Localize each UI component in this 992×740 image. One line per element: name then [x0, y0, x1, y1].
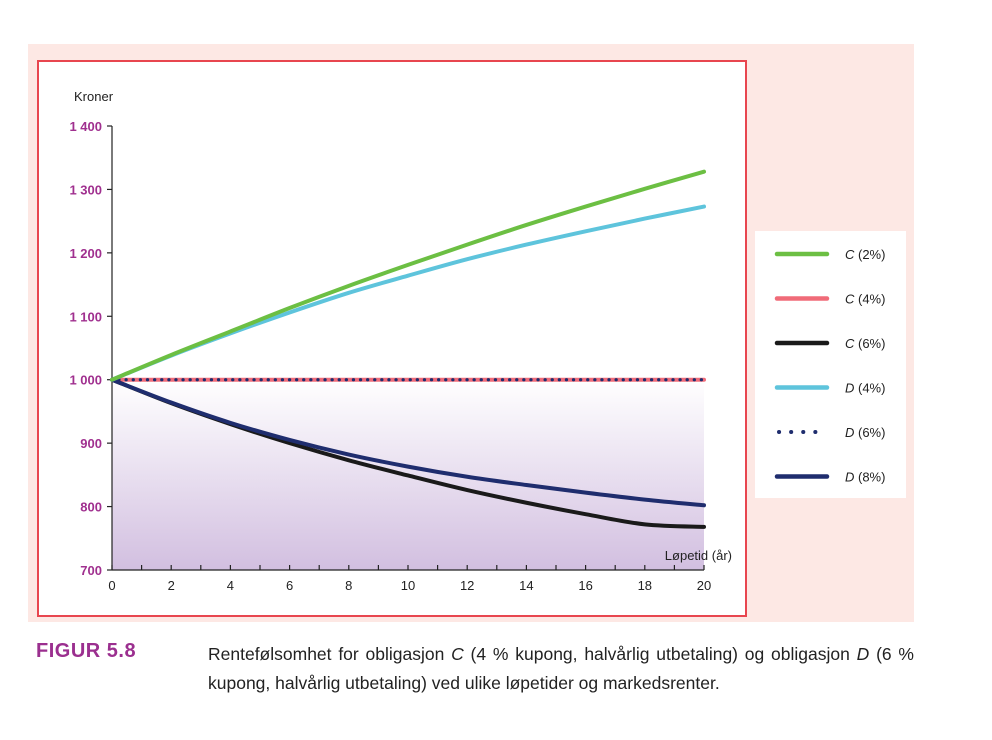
y-tick-label: 700	[80, 563, 102, 578]
y-tick-label: 1 300	[69, 182, 102, 197]
x-tick-label: 2	[168, 578, 175, 593]
x-axis-title: Løpetid (år)	[665, 548, 732, 563]
x-tick-label: 4	[227, 578, 234, 593]
legend-label-d-8: D (8%)	[845, 470, 885, 485]
x-tick-label: 6	[286, 578, 293, 593]
legend: C (2%) C (4%) C (6%) D (4%) D (6%) D (8%)	[755, 231, 906, 498]
x-tick-label: 18	[638, 578, 652, 593]
x-tick-label: 14	[519, 578, 533, 593]
series-lines	[110, 169, 706, 529]
legend-label-c-4: C (4%)	[845, 292, 885, 307]
x-axis: 0 2 4 6 8 10 12 14 16 18 20	[108, 565, 711, 593]
x-tick-label: 12	[460, 578, 474, 593]
caption-bond-d: D	[856, 644, 870, 664]
x-tick-label: 20	[697, 578, 711, 593]
x-tick-label: 10	[401, 578, 415, 593]
x-tick-label: 16	[578, 578, 592, 593]
legend-label-c-2: C (2%)	[845, 247, 885, 262]
caption-text: (6 % kupong, halvårlig utbetaling) ved u…	[208, 644, 914, 693]
figure-label: FIGUR 5.8	[36, 640, 137, 662]
legend-label-d-6: D (6%)	[845, 425, 885, 440]
x-tick-label: 0	[108, 578, 115, 593]
y-tick-label: 1 000	[69, 373, 102, 388]
chart: 700 800 900 1 000 1 100 1 200 1 300 1 400 0 2 4 6 8…	[37, 60, 906, 617]
legend-label-d-4: D (4%)	[845, 381, 885, 396]
y-tick-label: 1 100	[69, 309, 102, 324]
caption-text: (4 % kupong, halvårlig utbetaling) og ob…	[463, 644, 857, 664]
caption-bond-c: C	[451, 644, 464, 664]
caption-text: Rentefølsomhet for obligasjon	[208, 644, 452, 664]
y-axis: 700 800 900 1 000 1 100 1 200 1 300 1 400	[69, 119, 113, 578]
series-line-d-8	[110, 377, 706, 508]
y-tick-label: 1 400	[69, 119, 102, 134]
series-line-c-2	[110, 169, 706, 382]
chart-panel: 700 800 900 1 000 1 100 1 200 1 300 1 400 0 2 4 6 8…	[28, 44, 914, 622]
legend-label-c-6: C (6%)	[845, 336, 885, 351]
figure-caption: Rentefølsomhet for obligasjon C (4 % kup…	[208, 640, 914, 698]
y-tick-label: 800	[80, 500, 102, 515]
y-axis-title: Kroner	[74, 89, 114, 104]
y-tick-label: 900	[80, 436, 102, 451]
y-tick-label: 1 200	[69, 246, 102, 261]
x-tick-label: 8	[345, 578, 352, 593]
legend-box	[755, 231, 906, 498]
